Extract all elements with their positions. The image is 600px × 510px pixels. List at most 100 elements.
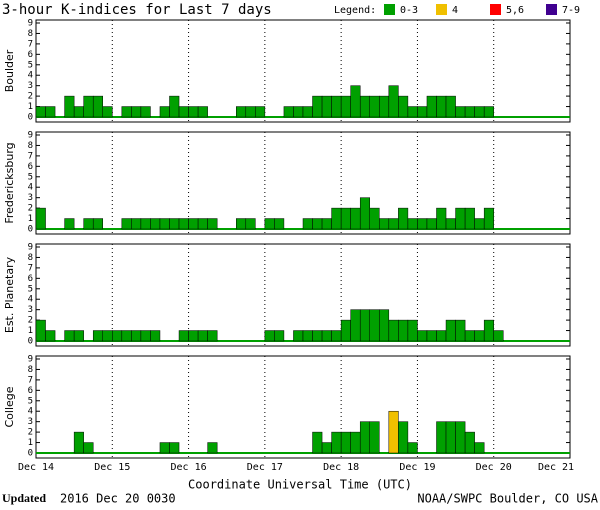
bar [407,106,418,118]
bar [83,218,94,230]
bar [455,319,466,342]
y-tick-label: 4 [28,183,33,193]
y-tick-label: 5 [28,172,33,182]
y-tick-label: 9 [28,355,33,365]
bar [45,330,56,342]
y-tick-label: 8 [28,365,33,375]
bar [331,431,342,454]
bar [436,207,447,230]
bar [407,319,418,342]
y-tick-label: 2 [28,428,33,438]
bar [359,197,371,230]
bar [283,106,294,118]
legend-swatch [546,4,557,15]
bar [35,207,46,230]
y-axis-title: Fredericksburg [3,142,16,223]
y-tick-label: 3 [28,305,33,315]
bar [388,85,399,118]
bar [369,309,380,342]
y-tick-label: 2 [28,204,33,214]
y-tick-label: 8 [28,253,33,263]
bar [407,442,418,454]
chart-title: 3-hour K-indices for Last 7 days [2,2,272,18]
bar [359,421,371,454]
bar [417,218,428,230]
x-tick-label: Dec 17 [247,462,283,473]
panel-frame [35,355,571,459]
y-tick-label: 7 [28,39,33,49]
updated-label: Updated [2,491,46,505]
y-tick-label: 0 [28,113,33,123]
bar [102,330,113,342]
bar [264,330,275,342]
bar [379,218,390,230]
bar [483,207,494,230]
bar [169,218,180,230]
bar [483,106,494,118]
bar [264,218,275,230]
bar [388,218,399,230]
bar [121,218,132,230]
bar [464,207,475,230]
bar [426,218,437,230]
bar [121,330,132,342]
y-tick-label: 1 [28,438,33,448]
bar [169,95,180,118]
y-tick-label: 4 [28,407,33,417]
bar [474,442,485,454]
bar [312,330,323,342]
y-tick-label: 5 [28,60,33,70]
y-tick-label: 2 [28,316,33,326]
bar [340,431,351,454]
bar [417,106,428,118]
bar [92,95,104,118]
bar [140,218,151,230]
bar [388,319,399,342]
bar [236,218,247,230]
y-tick-label: 0 [28,337,33,347]
x-tick-label: Dec 15 [94,462,130,473]
x-tick-label: Dec 14 [18,462,54,473]
bar [207,442,218,454]
bar [178,218,189,230]
bar [188,106,199,118]
bar [159,442,170,454]
bar [369,207,380,230]
y-tick-label: 0 [28,225,33,235]
bar [159,106,170,118]
x-tick-label: Dec 18 [323,462,359,473]
bar [73,106,84,118]
bar [445,421,456,454]
legend-title: Legend: [334,5,376,16]
bar [131,330,142,342]
bar [255,106,266,118]
legend-label: 4 [452,5,458,16]
y-tick-label: 5 [28,396,33,406]
bar [92,218,104,230]
bar [312,431,323,454]
bar [73,330,84,342]
bar [464,330,475,342]
x-tick-label: Dec 21 [538,462,574,473]
bar [340,95,351,118]
bar [474,218,485,230]
bar [178,106,189,118]
bar [64,218,75,230]
bar [140,330,151,342]
bar [483,319,494,342]
bar [398,207,409,230]
y-tick-label: 7 [28,151,33,161]
y-tick-label: 3 [28,81,33,91]
bar [464,106,475,118]
y-tick-label: 9 [28,131,33,141]
bar [340,319,351,342]
y-tick-label: 7 [28,375,33,385]
bar [302,106,313,118]
legend-label: 0-3 [400,5,418,16]
bar [359,95,371,118]
y-tick-label: 4 [28,295,33,305]
bar [398,421,409,454]
bar [197,106,208,118]
bar [197,330,208,342]
panel-frame [35,243,571,347]
